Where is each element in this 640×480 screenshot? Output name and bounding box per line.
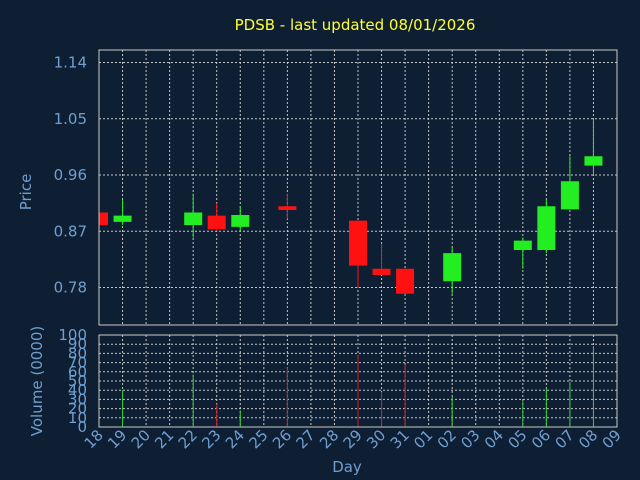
x-axis: 1819202122232425262728293031010203040506… bbox=[81, 426, 625, 452]
x-tick-label: 29 bbox=[340, 426, 366, 452]
candle-body bbox=[99, 212, 108, 225]
candle-body bbox=[537, 206, 556, 250]
price-tick-label: 0.78 bbox=[54, 279, 87, 297]
candle-body bbox=[231, 215, 250, 227]
x-tick-label: 22 bbox=[175, 426, 201, 452]
x-tick-label: 04 bbox=[481, 426, 507, 452]
candle-body bbox=[278, 206, 297, 210]
x-tick-label: 23 bbox=[198, 426, 224, 452]
volume-tick-label: 30 bbox=[68, 390, 87, 408]
volume-tick-label: 40 bbox=[68, 381, 87, 399]
volume-plot-frame bbox=[98, 334, 618, 428]
x-tick-label: 26 bbox=[269, 426, 295, 452]
volume-tick-label: 10 bbox=[68, 409, 87, 427]
candle-body bbox=[207, 215, 226, 230]
x-tick-label: 28 bbox=[316, 426, 342, 452]
volume-axis-label: Volume (0000) bbox=[28, 326, 46, 436]
volume-tick-label: 100 bbox=[58, 326, 87, 344]
candle-body bbox=[372, 268, 391, 275]
price-panel: 1.14 1.05 0.96 0.87 0.78 bbox=[54, 49, 618, 326]
candle-body bbox=[113, 215, 132, 222]
price-tick-label: 1.05 bbox=[54, 110, 87, 128]
candle-body bbox=[443, 253, 462, 282]
x-tick-label: 01 bbox=[410, 426, 436, 452]
price-tick-label: 0.87 bbox=[54, 222, 87, 240]
x-tick-label: 09 bbox=[599, 426, 625, 452]
x-tick-label: 25 bbox=[245, 426, 271, 452]
x-axis-label: Day bbox=[332, 458, 362, 476]
candle-body bbox=[513, 240, 532, 250]
volume-tick-label: 0 bbox=[77, 418, 87, 436]
candle-body bbox=[349, 220, 367, 266]
volume-tick-label: 60 bbox=[68, 363, 87, 381]
x-tick-label: 02 bbox=[434, 426, 460, 452]
candle-body bbox=[560, 181, 579, 210]
x-tick-label: 06 bbox=[528, 426, 554, 452]
chart-title: PDSB - last updated 08/01/2026 bbox=[235, 16, 476, 34]
volume-tick-label: 80 bbox=[68, 344, 87, 362]
volume-tick-label: 90 bbox=[68, 335, 87, 353]
price-plot-frame bbox=[98, 49, 618, 326]
x-tick-label: 05 bbox=[504, 426, 530, 452]
volume-tick-label: 50 bbox=[68, 372, 87, 390]
price-axis-label: Price bbox=[17, 174, 35, 211]
candle-body bbox=[584, 156, 603, 166]
candle-body bbox=[396, 268, 415, 294]
x-tick-label: 31 bbox=[387, 426, 413, 452]
x-tick-label: 21 bbox=[151, 426, 177, 452]
x-tick-label: 24 bbox=[222, 426, 248, 452]
price-tick-label: 1.14 bbox=[54, 54, 87, 72]
x-tick-label: 27 bbox=[293, 426, 319, 452]
x-tick-label: 08 bbox=[575, 426, 601, 452]
price-tick-label: 0.96 bbox=[54, 166, 87, 184]
volume-tick-label: 70 bbox=[68, 354, 87, 372]
candle-body bbox=[184, 212, 203, 225]
x-tick-label: 30 bbox=[363, 426, 389, 452]
x-tick-label: 03 bbox=[457, 426, 483, 452]
x-tick-label: 19 bbox=[104, 426, 130, 452]
x-tick-label: 07 bbox=[552, 426, 578, 452]
volume-tick-label: 20 bbox=[68, 400, 87, 418]
x-tick-label: 20 bbox=[128, 426, 154, 452]
